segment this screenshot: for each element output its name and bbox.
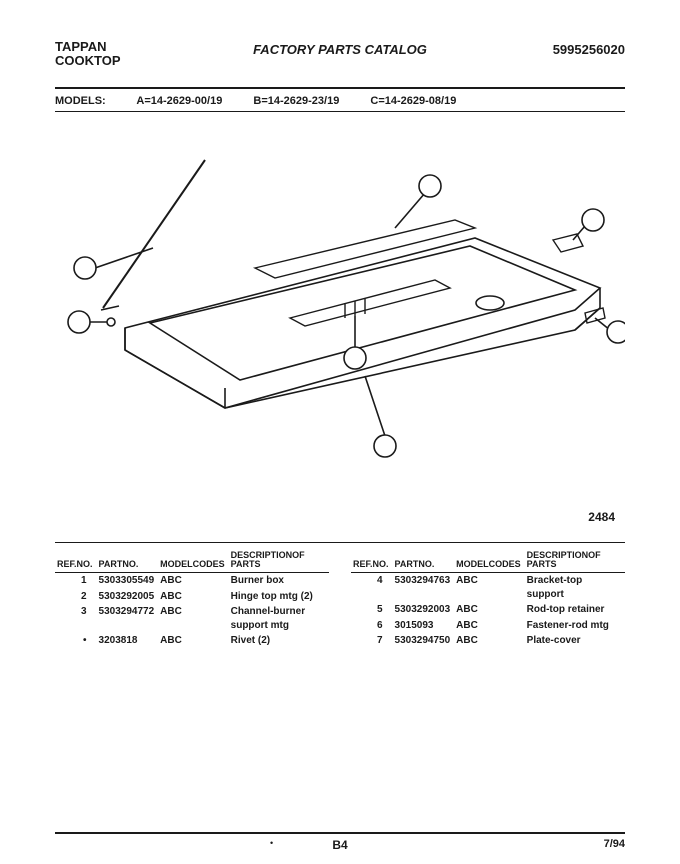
cell-desc: Burner box: [229, 573, 329, 589]
cell-part: 5303305549: [97, 573, 159, 589]
parts-tables: REF.NO. PARTNO. MODELCODES DESCRIPTIONOF…: [55, 549, 625, 649]
parts-table-left: REF.NO. PARTNO. MODELCODES DESCRIPTIONOF…: [55, 549, 329, 649]
divider: [55, 832, 625, 834]
table-row: 15303305549ABCBurner box: [55, 573, 329, 589]
cell-ref: 2: [55, 589, 97, 605]
cell-model: ABC: [454, 633, 525, 649]
cell-model: ABC: [454, 573, 525, 603]
cell-desc: Rod-top retainer: [525, 602, 625, 618]
exploded-diagram: 2484: [55, 118, 625, 528]
cell-desc: Plate-cover: [525, 633, 625, 649]
header: TAPPAN COOKTOP FACTORY PARTS CATALOG 599…: [55, 40, 625, 69]
cell-model: ABC: [158, 604, 229, 633]
cell-ref: 7: [351, 633, 393, 649]
col-desc: DESCRIPTIONOF PARTS: [229, 549, 329, 573]
col-part: PARTNO.: [97, 549, 159, 573]
cell-model: ABC: [158, 589, 229, 605]
cell-desc: Hinge top mtg (2): [229, 589, 329, 605]
cell-ref: 6: [351, 618, 393, 634]
divider: [55, 542, 625, 543]
cell-desc: Channel-burner support mtg: [229, 604, 329, 633]
model-c: C=14-2629-08/19: [370, 95, 456, 107]
cell-part: 5303292005: [97, 589, 159, 605]
page: TAPPAN COOKTOP FACTORY PARTS CATALOG 599…: [0, 0, 680, 864]
table-row: 75303294750ABCPlate-cover: [351, 633, 625, 649]
model-a: A=14-2629-00/19: [136, 95, 222, 107]
col-ref: REF.NO.: [351, 549, 393, 573]
footer: • B4 7/94: [55, 832, 625, 838]
page-number: B4: [332, 838, 347, 852]
cell-model: ABC: [158, 633, 229, 649]
table-row: 45303294763ABCBracket-top support: [351, 573, 625, 603]
table-row: 35303294772ABCChannel-burner support mtg: [55, 604, 329, 633]
cell-ref: 5: [351, 602, 393, 618]
model-b: B=14-2629-23/19: [253, 95, 339, 107]
footer-date: 7/94: [604, 838, 625, 850]
col-ref: REF.NO.: [55, 549, 97, 573]
cell-part: 5303294763: [393, 573, 455, 603]
cell-ref: 1: [55, 573, 97, 589]
diagram-ref-code: 2484: [588, 510, 615, 524]
col-desc: DESCRIPTIONOF PARTS: [525, 549, 625, 573]
table-row: 25303292005ABCHinge top mtg (2): [55, 589, 329, 605]
cell-ref: 4: [351, 573, 393, 603]
cell-ref: 3: [55, 604, 97, 633]
cell-ref: •: [55, 633, 97, 649]
cell-part: 3015093: [393, 618, 455, 634]
footnote-dot: •: [270, 838, 273, 848]
cell-desc: Bracket-top support: [525, 573, 625, 603]
models-label: MODELS:: [55, 95, 106, 107]
divider: [55, 111, 625, 112]
table-row: •3203818ABCRivet (2): [55, 633, 329, 649]
models-row: MODELS: A=14-2629-00/19 B=14-2629-23/19 …: [55, 95, 625, 107]
catalog-number: 5995256020: [553, 42, 625, 57]
catalog-title: FACTORY PARTS CATALOG: [253, 42, 427, 57]
parts-table-right: REF.NO. PARTNO. MODELCODES DESCRIPTIONOF…: [351, 549, 625, 649]
col-model: MODELCODES: [158, 549, 229, 573]
table-row: 55303292003ABCRod-top retainer: [351, 602, 625, 618]
cell-part: 3203818: [97, 633, 159, 649]
divider: [55, 87, 625, 89]
cell-desc: Fastener-rod mtg: [525, 618, 625, 634]
diagram-svg: [55, 118, 625, 528]
cell-desc: Rivet (2): [229, 633, 329, 649]
table-row: 63015093ABCFastener-rod mtg: [351, 618, 625, 634]
cell-model: ABC: [454, 618, 525, 634]
col-model: MODELCODES: [454, 549, 525, 573]
col-part: PARTNO.: [393, 549, 455, 573]
cell-model: ABC: [158, 573, 229, 589]
cell-part: 5303292003: [393, 602, 455, 618]
cell-part: 5303294750: [393, 633, 455, 649]
cell-model: ABC: [454, 602, 525, 618]
cell-part: 5303294772: [97, 604, 159, 633]
